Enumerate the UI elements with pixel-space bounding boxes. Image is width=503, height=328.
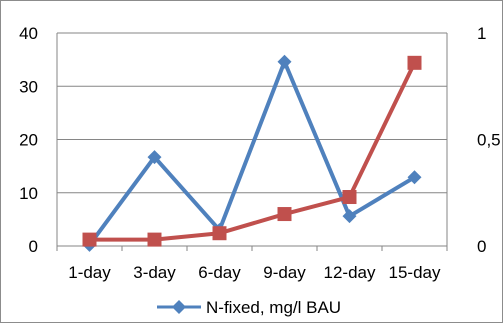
- data-point-square: [343, 190, 357, 204]
- y-left-tick-label: 40: [19, 24, 38, 43]
- data-point-square: [408, 56, 422, 70]
- data-point-square: [213, 226, 227, 240]
- y-left-tick-label: 20: [19, 131, 38, 150]
- data-point-square: [83, 233, 97, 247]
- x-tick-label: 12-day: [324, 263, 376, 282]
- y-left-tick-label: 10: [19, 184, 38, 203]
- x-tick-label: 3-day: [133, 263, 176, 282]
- y-left-tick-label: 30: [19, 77, 38, 96]
- y-right-tick-label: 1: [477, 24, 486, 43]
- x-tick-label: 1-day: [68, 263, 111, 282]
- y-right-tick-label: 0: [477, 237, 486, 256]
- x-tick-label: 15-day: [389, 263, 441, 282]
- y-right-tick-label: 0,5: [477, 131, 501, 150]
- y-left-tick-label: 0: [29, 237, 38, 256]
- x-tick-label: 6-day: [198, 263, 241, 282]
- data-point-square: [278, 207, 292, 221]
- data-point-square: [148, 233, 162, 247]
- legend-label-n-fixed: N-fixed, mg/l BAU: [206, 298, 341, 317]
- x-tick-label: 9-day: [263, 263, 306, 282]
